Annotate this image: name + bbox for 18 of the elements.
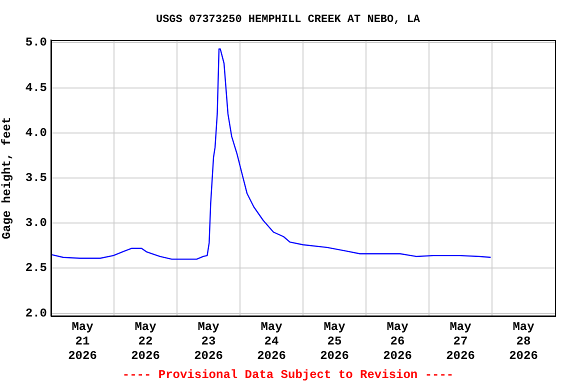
x-tick-label: May 26 2026 (383, 320, 412, 364)
x-tick-label: May 24 2026 (257, 320, 286, 364)
x-tick-label: May 27 2026 (446, 320, 475, 364)
x-tick-label: May 21 2026 (68, 320, 97, 364)
x-tick-label: May 22 2026 (131, 320, 160, 364)
y-tick-label: 2.5 (25, 261, 47, 276)
y-tick-label: 4.5 (25, 80, 47, 95)
y-tick-label: 5.0 (25, 36, 47, 50)
x-tick-label: May 23 2026 (194, 320, 223, 364)
chart-title: USGS 07373250 HEMPHILL CREEK AT NEBO, LA (156, 14, 420, 26)
y-tick-label: 4.0 (25, 126, 47, 140)
y-axis-title: Gage height, feet (0, 116, 14, 240)
y-tick-label: 2.0 (25, 306, 47, 320)
x-tick-label: May 25 2026 (320, 320, 349, 364)
y-tick-label: 3.5 (25, 171, 47, 186)
x-tick-label: May 28 2026 (509, 320, 538, 364)
text: ---- Provisional Data Subject to Revision ---- (122, 368, 454, 382)
y-tick-label: 3.0 (25, 216, 47, 230)
